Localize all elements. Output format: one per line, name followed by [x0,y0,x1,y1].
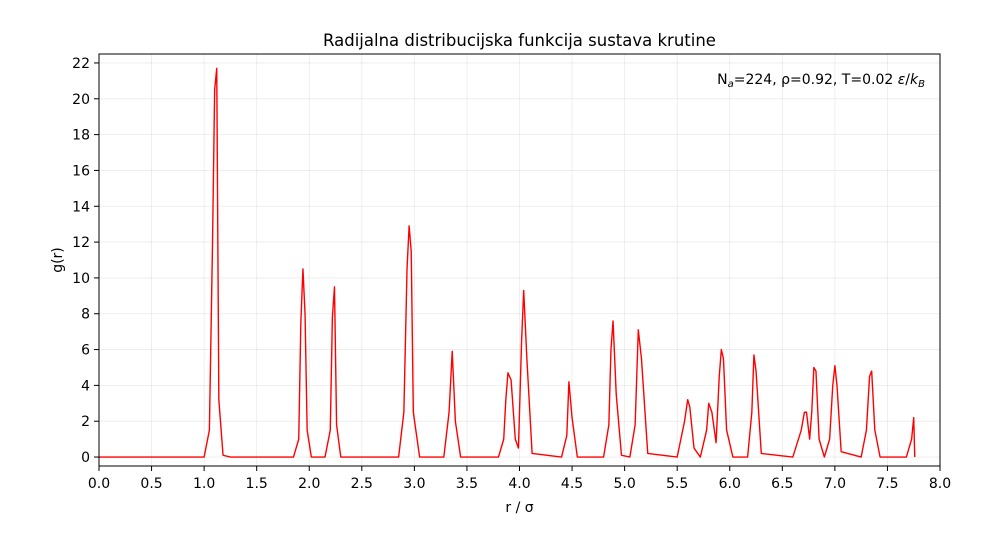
x-axis-title: r / σ [505,500,533,516]
y-tick-label: 8 [81,307,90,323]
y-tick-label: 12 [72,235,90,251]
x-tick-label: 7.0 [824,476,846,492]
x-tick-label: 4.5 [561,476,583,492]
y-tick-label: 0 [81,450,90,466]
chart-title: Radijalna distribucijska funkcija sustav… [323,31,716,50]
ticks-layer: 0.0 0.5 1.0 1.5 2.0 2.5 3.0 3.5 4.0 4.5 5.0 5.5 6.0 6… [72,56,951,492]
y-tick-label: 10 [72,271,90,287]
y-tick-label: 18 [72,128,90,144]
x-tick-label: 1.5 [246,476,268,492]
y-tick-label: 2 [81,414,90,430]
x-tick-label: 6.5 [771,476,793,492]
x-tick-label: 4.0 [508,476,530,492]
series-line [99,67,916,458]
x-tick-label: 8.0 [929,476,951,492]
x-tick-label: 5.5 [666,476,688,492]
x-tick-label: 3.5 [456,476,478,492]
x-tick-label: 3.0 [403,476,425,492]
x-tick-label: 0.5 [140,476,162,492]
x-tick-label: 2.5 [351,476,373,492]
y-tick-label: 22 [72,56,90,72]
parameters-annotation: Na=224, ρ=0.92, T=0.02 ε/kB [717,72,925,90]
y-tick-label: 20 [72,92,90,108]
x-tick-label: 2.0 [298,476,320,492]
x-tick-label: 6.0 [719,476,741,492]
y-tick-label: 4 [81,378,90,394]
x-tick-label: 0.0 [88,476,110,492]
grid-layer [98,54,941,466]
series-layer [99,67,916,458]
y-axis-title: g(r) [50,247,66,273]
y-tick-label: 16 [72,163,90,179]
y-tick-label: 6 [81,343,90,359]
x-tick-label: 5.0 [613,476,635,492]
y-tick-label: 14 [72,199,90,215]
x-tick-label: 1.0 [193,476,215,492]
x-tick-label: 7.5 [876,476,898,492]
